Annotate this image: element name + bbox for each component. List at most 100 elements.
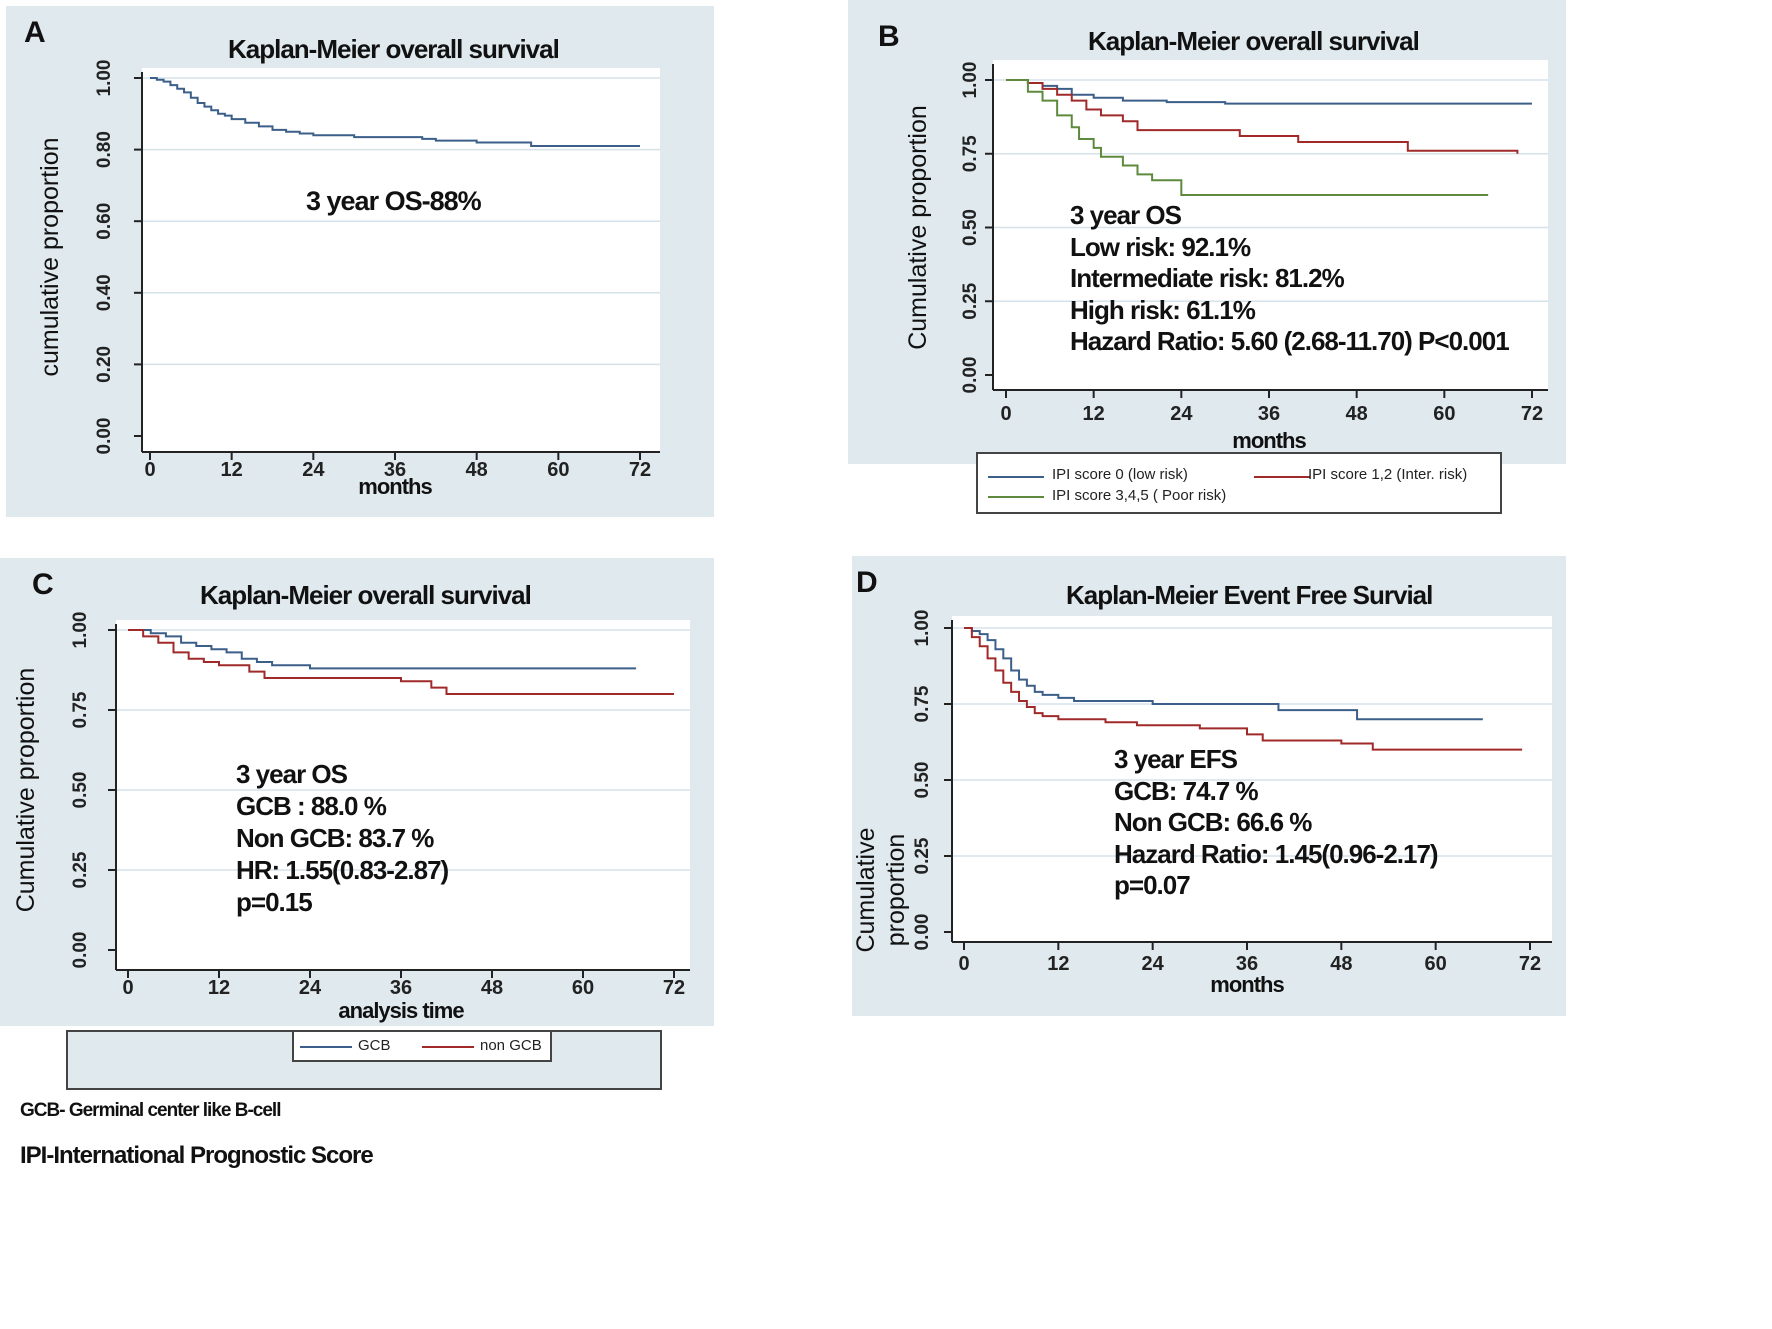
- x-tick-label: 72: [1521, 403, 1543, 425]
- annotation-line: 3 year OS-88%: [306, 186, 482, 216]
- plot-area: [116, 620, 690, 970]
- survival-curve: [150, 77, 640, 148]
- plot-area: [952, 616, 1552, 942]
- panel-d-annotation: 3 year EFS GCB: 74.7 % Non GCB: 66.6 % H…: [1114, 744, 1439, 902]
- annotation-line: Non GCB: 83.7 %: [236, 823, 434, 853]
- panel-c-legend-frame: GCB non GCB: [66, 1030, 662, 1090]
- annotation-line: GCB : 88.0 %: [236, 791, 387, 821]
- legend-swatch-red: [422, 1046, 474, 1048]
- y-tick-label: 0.00: [94, 418, 115, 455]
- y-tick-label: 0.20: [94, 346, 115, 383]
- legend-swatch-blue: [988, 476, 1044, 478]
- panel-c-annotation: 3 year OS GCB : 88.0 % Non GCB: 83.7 % H…: [236, 758, 449, 918]
- x-tick-label: 36: [384, 459, 406, 481]
- x-tick-label: 12: [1047, 953, 1069, 975]
- plot-area: [993, 60, 1548, 390]
- annotation-line: Hazard Ratio: 1.45(0.96-2.17): [1114, 838, 1439, 869]
- x-tick-label: 72: [629, 459, 651, 481]
- x-tick-label: 0: [1000, 403, 1011, 425]
- y-tick-label: 0.25: [960, 282, 981, 319]
- x-tick-label: 0: [122, 977, 133, 999]
- x-tick-label: 12: [221, 459, 243, 481]
- legend-label: IPI score 3,4,5 ( Poor risk): [1052, 487, 1227, 504]
- panel-c-legend: GCB non GCB: [292, 1030, 552, 1062]
- y-tick-label: 0.00: [70, 932, 91, 969]
- y-axis-label: Cumulative: [852, 827, 880, 952]
- y-tick-label: 0.80: [94, 131, 115, 168]
- x-tick-label: 48: [466, 459, 488, 481]
- annotation-line: 3 year OS: [1070, 200, 1182, 230]
- footnote-ipi: IPI-International Prognostic Score: [20, 1142, 374, 1169]
- x-axis-label: months: [1232, 428, 1306, 453]
- panel-a-title: Kaplan-Meier overall survival: [228, 34, 560, 64]
- panel-a-chart: 0.00 0.20 0.40 0.60 0.80 1.00 0 12 24 36 48 60 72 mon…: [36, 60, 660, 499]
- y-tick-label: 0.75: [70, 691, 91, 728]
- x-tick-label: 48: [481, 977, 503, 999]
- x-axis-label: months: [358, 474, 432, 499]
- x-tick-label: 60: [572, 977, 594, 999]
- x-tick-label: 36: [390, 977, 412, 999]
- y-tick-label: 0.50: [912, 762, 933, 799]
- y-tick-label: 0.60: [94, 203, 115, 240]
- x-tick-label: 48: [1346, 403, 1368, 425]
- annotation-line: Non GCB: 66.6 %: [1114, 807, 1312, 837]
- plot-area: [142, 68, 660, 452]
- x-tick-label: 48: [1330, 953, 1352, 975]
- panel-c-title: Kaplan-Meier overall survival: [200, 580, 532, 610]
- y-tick-label: 0.00: [960, 357, 981, 394]
- annotation-line: Intermediate risk: 81.2%: [1070, 263, 1345, 293]
- annotation-line: Hazard Ratio: 5.60 (2.68-11.70) P<0.001: [1070, 326, 1510, 356]
- footnote-gcb: GCB- Germinal center like B-cell: [20, 1100, 281, 1121]
- y-tick-label: 0.00: [912, 914, 933, 951]
- annotation-line: Low risk: 92.1%: [1070, 231, 1251, 262]
- panel-b-chart: 0.00 0.25 0.50 0.75 1.00 0 12 24 36 48 60 72 months C…: [904, 60, 1548, 453]
- panel-d-chart: 0.00 0.25 0.50 0.75 1.00 0 12 24 36 48 60 72 months C…: [852, 610, 1552, 997]
- x-tick-label: 60: [1425, 953, 1447, 975]
- annotation-line: High risk: 61.1%: [1070, 294, 1256, 325]
- y-tick-label: 0.40: [94, 274, 115, 311]
- x-tick-label: 60: [1433, 403, 1455, 425]
- x-tick-label: 0: [144, 459, 155, 481]
- legend-label: IPI score 1,2 (Inter. risk): [1308, 466, 1468, 483]
- x-tick-label: 24: [302, 459, 325, 481]
- survival-curve: [964, 627, 1523, 751]
- x-tick-label: 36: [1258, 403, 1280, 425]
- x-tick-label: 24: [1170, 403, 1193, 425]
- y-tick-label: 1.00: [70, 612, 91, 649]
- survival-curve: [964, 627, 1483, 721]
- x-axis-label: analysis time: [338, 998, 464, 1023]
- legend-swatch-green: [988, 496, 1044, 498]
- panel-b-annotation: 3 year OS Low risk: 92.1% Intermediate r…: [1070, 200, 1510, 358]
- annotation-line: GCB: 74.7 %: [1114, 775, 1259, 806]
- y-tick-label: 1.00: [960, 62, 981, 99]
- panel-d: D Kaplan-Meier Event Free Survial 0.00 0.…: [852, 556, 1566, 1016]
- x-tick-label: 24: [299, 977, 322, 999]
- annotation-line: p=0.07: [1114, 870, 1191, 900]
- legend-label: IPI score 0 (low risk): [1052, 466, 1188, 483]
- panel-d-letter: D: [856, 566, 878, 599]
- panel-a-annotation: 3 year OS-88%: [306, 184, 482, 220]
- x-tick-label: 36: [1236, 953, 1258, 975]
- y-axis-label: Cumulative proportion: [904, 105, 932, 350]
- panel-b-legend: IPI score 0 (low risk) IPI score 1,2 (In…: [976, 452, 1502, 514]
- x-tick-label: 72: [663, 977, 685, 999]
- panel-c: C Kaplan-Meier overall survival 0.00 0.25…: [0, 558, 714, 1026]
- panel-a: A Kaplan-Meier overall survival 0.00 0.20…: [6, 6, 714, 517]
- x-tick-label: 60: [547, 459, 569, 481]
- y-tick-label: 1.00: [912, 610, 933, 647]
- y-axis-label: Cumulative proportion: [12, 668, 40, 913]
- panel-c-chart: 0.00 0.25 0.50 0.75 1.00 0 12 24 36 48 60 72 analysi…: [12, 612, 690, 1023]
- y-tick-label: 0.75: [960, 135, 981, 172]
- panel-b: B Kaplan-Meier overall survival 0.00 0.25…: [848, 0, 1566, 464]
- y-tick-label: 1.00: [94, 60, 115, 97]
- x-tick-label: 12: [1083, 403, 1105, 425]
- x-tick-label: 24: [1142, 953, 1165, 975]
- x-tick-label: 72: [1519, 953, 1541, 975]
- survival-curve: [1006, 79, 1489, 197]
- y-tick-label: 0.50: [960, 209, 981, 246]
- legend-label: GCB: [358, 1037, 391, 1054]
- annotation-line: HR: 1.55(0.83-2.87): [236, 855, 449, 885]
- legend-swatch-red: [1254, 476, 1310, 478]
- panel-b-letter: B: [878, 20, 900, 53]
- y-tick-label: 0.75: [912, 685, 933, 722]
